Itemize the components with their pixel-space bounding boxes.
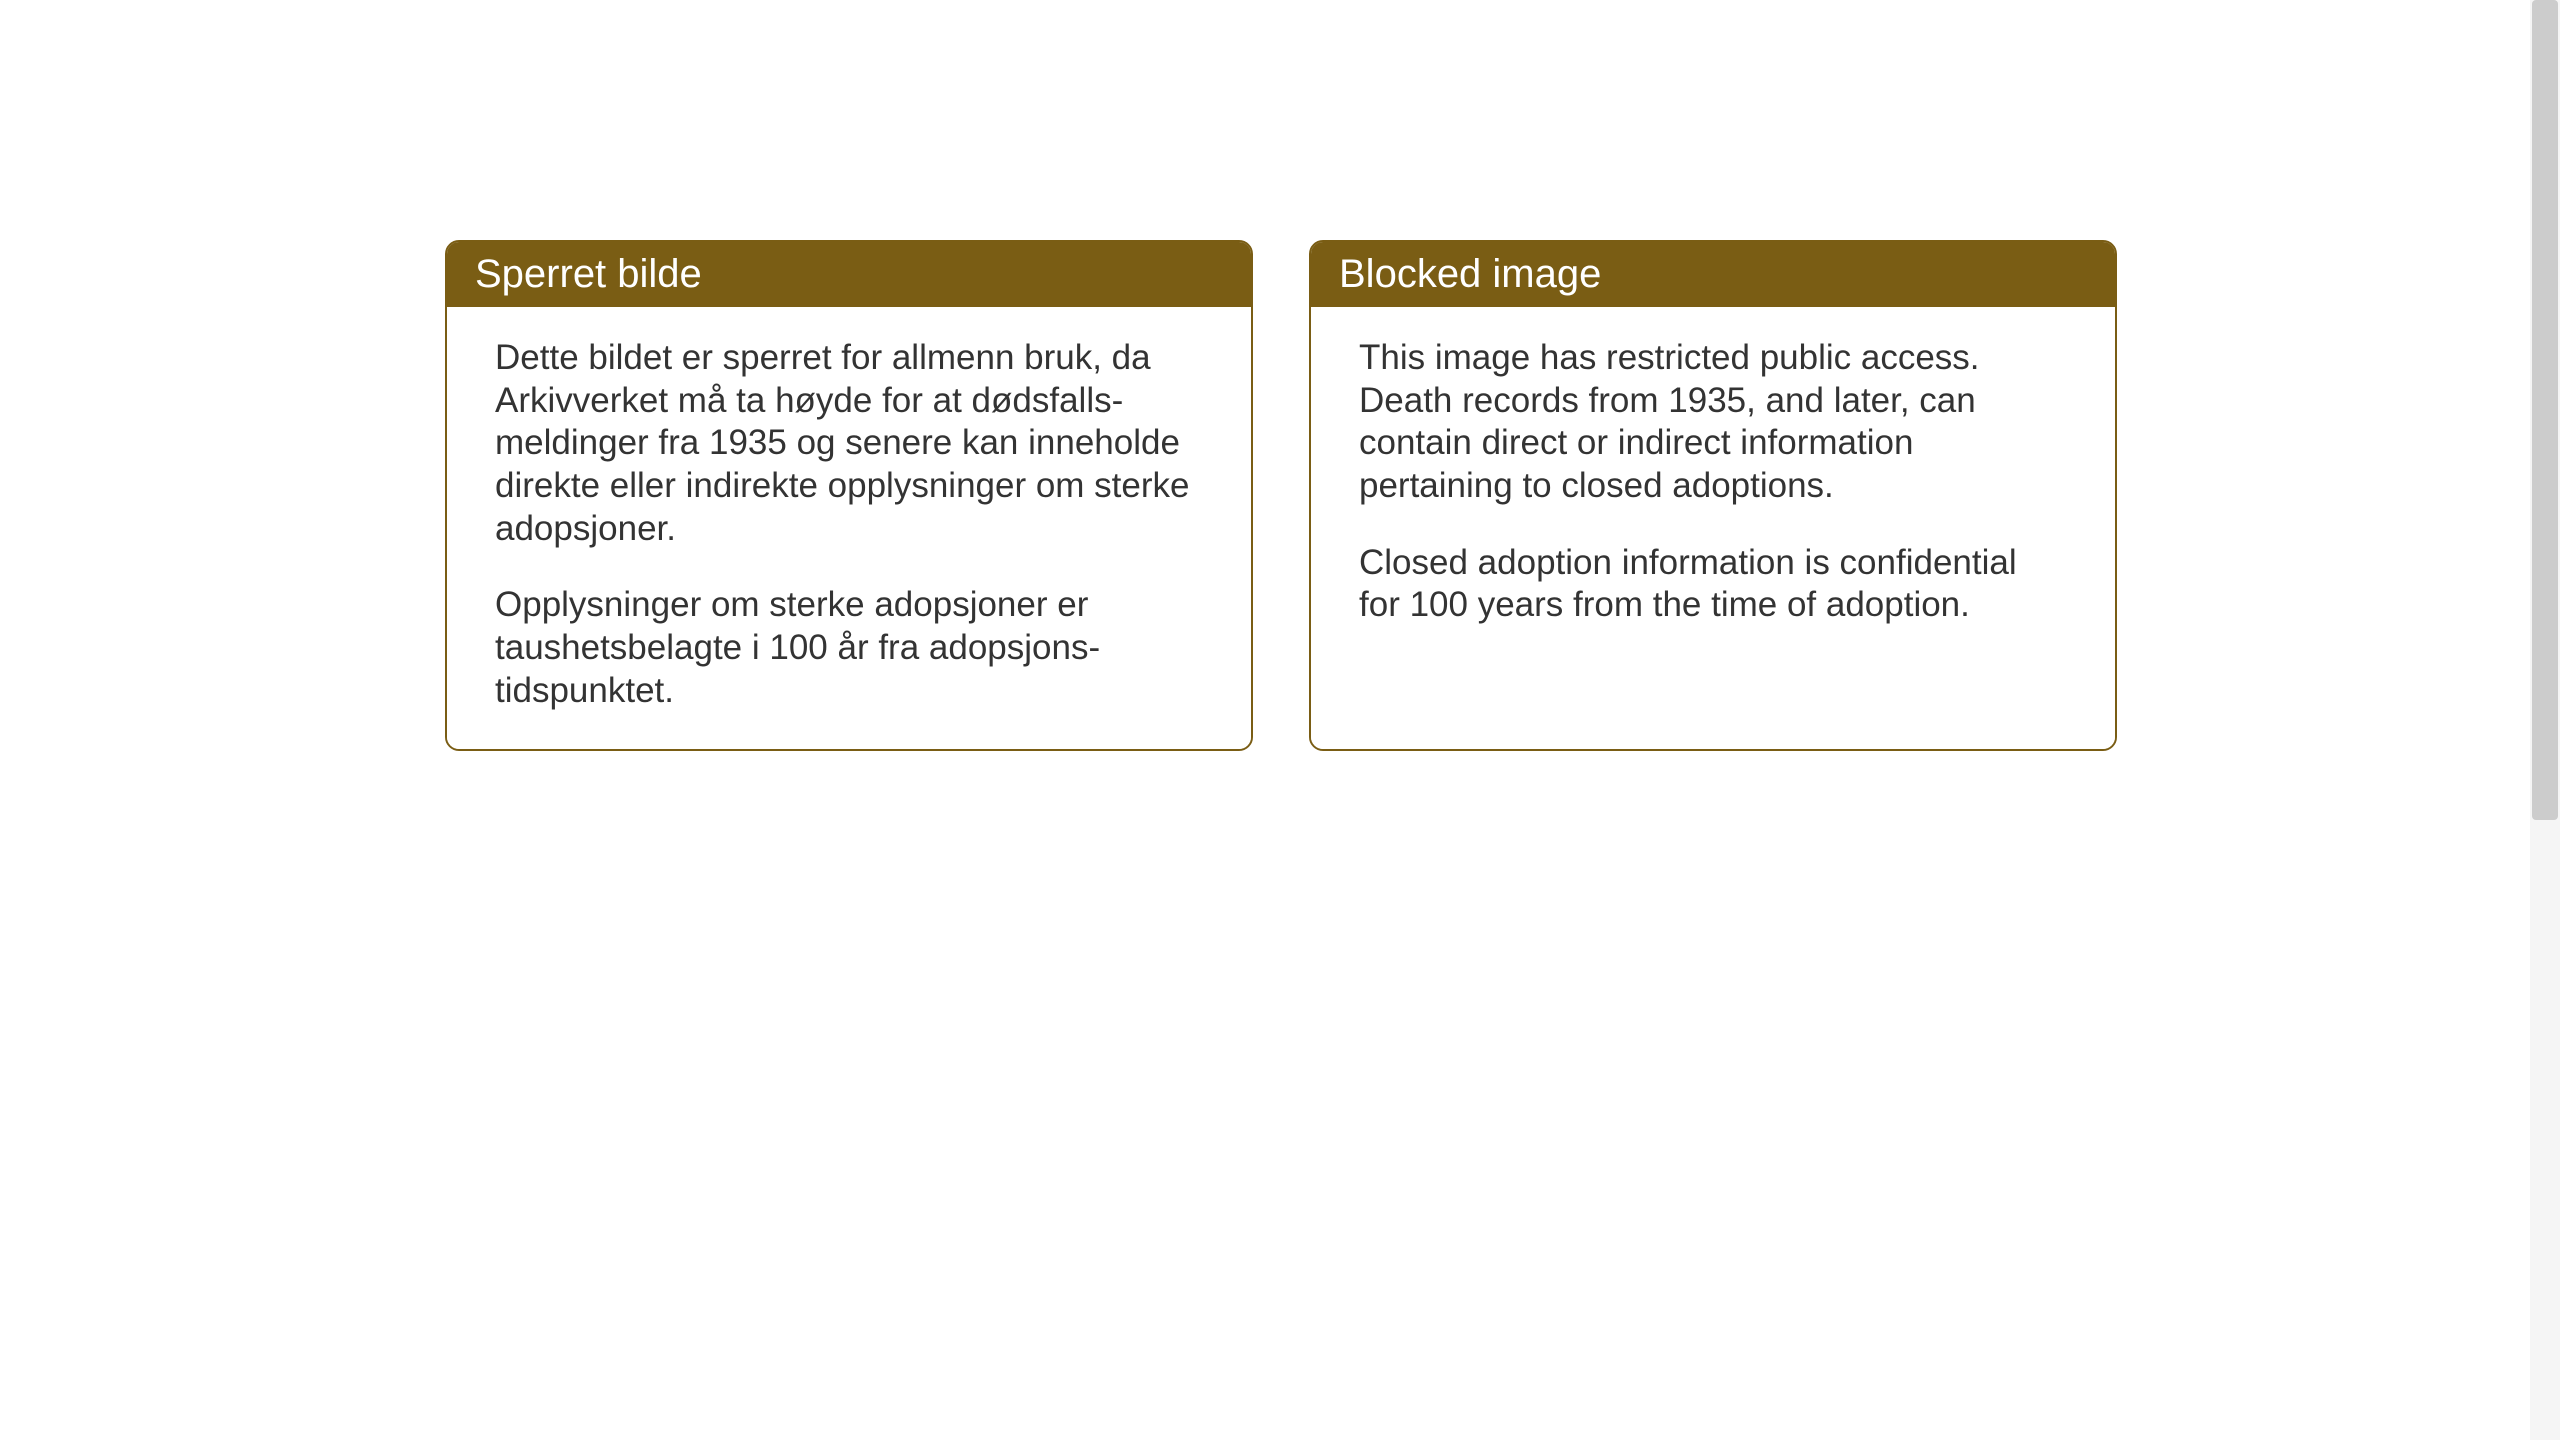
scrollbar-thumb[interactable] — [2532, 0, 2558, 820]
card-paragraph-2-norwegian: Opplysninger om sterke adopsjoner er tau… — [495, 584, 1203, 712]
card-body-norwegian: Dette bildet er sperret for allmenn bruk… — [447, 307, 1251, 749]
card-title-english: Blocked image — [1339, 252, 1601, 296]
card-paragraph-2-english: Closed adoption information is confident… — [1359, 542, 2067, 627]
card-paragraph-1-english: This image has restricted public access.… — [1359, 337, 2067, 508]
card-title-norwegian: Sperret bilde — [475, 252, 702, 296]
card-paragraph-1-norwegian: Dette bildet er sperret for allmenn bruk… — [495, 337, 1203, 550]
card-header-english: Blocked image — [1311, 242, 2115, 307]
notice-card-english: Blocked image This image has restricted … — [1309, 240, 2117, 751]
notice-card-norwegian: Sperret bilde Dette bildet er sperret fo… — [445, 240, 1253, 751]
notice-cards-container: Sperret bilde Dette bildet er sperret fo… — [445, 240, 2117, 751]
card-header-norwegian: Sperret bilde — [447, 242, 1251, 307]
scrollbar-track[interactable] — [2530, 0, 2560, 1440]
card-body-english: This image has restricted public access.… — [1311, 307, 2115, 749]
